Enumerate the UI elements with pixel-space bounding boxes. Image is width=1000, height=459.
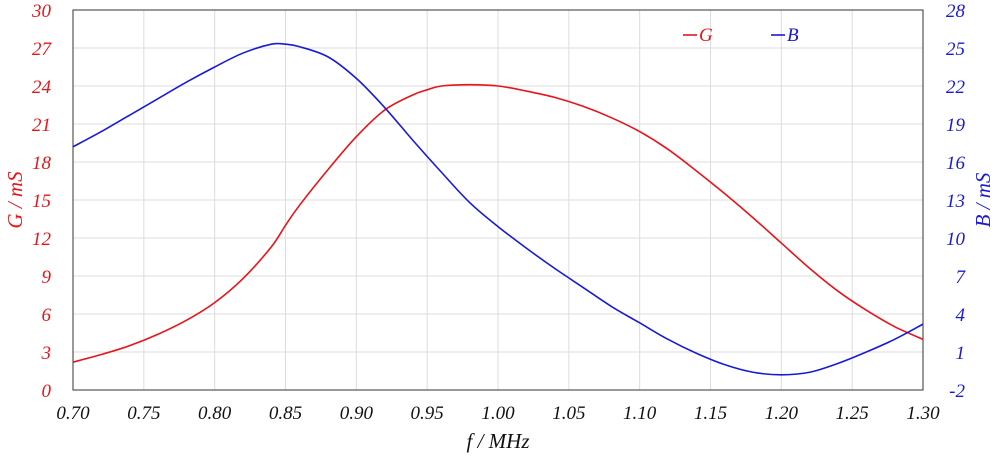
x-tick-label: 1.25 bbox=[836, 403, 869, 424]
y-left-tick-label: 24 bbox=[32, 77, 52, 98]
y-right-tick-label: 25 bbox=[946, 39, 965, 60]
tick-labels: 0.70 0.75 0.80 0.85 0.90 0.95 1.00 1.05 1.10 1.15… bbox=[31, 1, 967, 424]
series bbox=[72, 42, 924, 376]
y-left-tick-label: 0 bbox=[42, 381, 52, 402]
y-right-tick-label: 1 bbox=[956, 343, 966, 364]
x-tick-label: 1.20 bbox=[765, 403, 799, 424]
y-left-tick-label: 30 bbox=[31, 1, 52, 22]
x-tick-label: 1.10 bbox=[623, 403, 657, 424]
y-left-tick-label: 21 bbox=[32, 115, 51, 136]
series-line-b bbox=[72, 42, 924, 376]
legend-label-b: B bbox=[787, 25, 799, 46]
plot-frame bbox=[72, 9, 924, 391]
y-right-tick-label: 28 bbox=[946, 1, 966, 22]
y-right-tick-label: 16 bbox=[946, 153, 966, 174]
y-left-tick-label: 12 bbox=[32, 229, 52, 250]
y-left-tick-label: 27 bbox=[32, 39, 53, 60]
y-right-tick-label: 19 bbox=[946, 115, 966, 136]
x-tick-label: 1.00 bbox=[481, 403, 515, 424]
grid bbox=[73, 10, 923, 390]
x-axis-title: f / MHz bbox=[467, 429, 530, 453]
y-right-tick-label: 10 bbox=[946, 229, 966, 250]
x-tick-label: 0.90 bbox=[340, 403, 374, 424]
x-tick-label: 1.15 bbox=[694, 403, 727, 424]
y-right-tick-label: 22 bbox=[946, 77, 966, 98]
x-tick-label: 1.30 bbox=[906, 403, 940, 424]
y-left-tick-label: 15 bbox=[32, 191, 51, 212]
y-right-axis-title: B / mS bbox=[971, 172, 995, 227]
x-tick-label: 1.05 bbox=[552, 403, 585, 424]
y-left-tick-label: 18 bbox=[32, 153, 52, 174]
y-left-tick-label: 3 bbox=[41, 343, 52, 364]
y-left-tick-label: 6 bbox=[42, 305, 52, 326]
y-right-tick-label: 13 bbox=[946, 191, 965, 212]
y-right-tick-label: 7 bbox=[956, 267, 967, 288]
y-right-tick-label: -2 bbox=[949, 381, 965, 402]
x-tick-label: 0.75 bbox=[127, 403, 160, 424]
x-tick-label: 0.85 bbox=[269, 403, 302, 424]
x-tick-label: 0.70 bbox=[56, 403, 90, 424]
y-right-tick-label: 4 bbox=[956, 305, 966, 326]
legend: G B bbox=[683, 25, 799, 46]
x-tick-label: 0.95 bbox=[411, 403, 444, 424]
x-tick-label: 0.80 bbox=[198, 403, 232, 424]
y-left-tick-label: 9 bbox=[42, 267, 52, 288]
legend-label-g: G bbox=[699, 25, 713, 46]
y-left-axis-title: G / mS bbox=[3, 171, 27, 229]
series-line-g bbox=[72, 83, 924, 363]
